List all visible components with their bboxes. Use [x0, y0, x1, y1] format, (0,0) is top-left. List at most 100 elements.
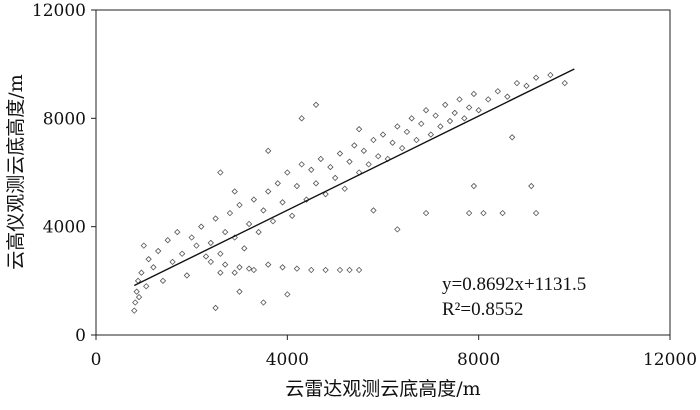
data-point	[403, 128, 411, 136]
data-point	[298, 115, 305, 122]
data-point	[217, 269, 224, 276]
data-point	[245, 220, 253, 228]
data-point	[394, 226, 401, 233]
data-point	[413, 136, 420, 144]
data-point	[212, 215, 219, 222]
data-point	[143, 283, 150, 290]
data-point	[561, 79, 568, 87]
data-point	[212, 304, 219, 312]
x-tick-label: 12000	[643, 350, 697, 370]
data-point	[133, 288, 140, 295]
data-point	[470, 90, 478, 98]
data-point	[131, 307, 138, 314]
data-point	[293, 265, 301, 272]
data-point	[217, 250, 224, 257]
data-point	[499, 209, 506, 217]
y-tick-label: 12000	[32, 1, 86, 21]
data-point	[461, 115, 468, 122]
data-point	[221, 261, 229, 268]
data-point	[532, 209, 540, 217]
data-point	[236, 201, 243, 209]
data-point	[241, 245, 248, 252]
data-point	[418, 120, 425, 127]
data-point	[188, 234, 195, 241]
data-point	[236, 264, 243, 271]
data-point	[389, 139, 396, 146]
data-point	[312, 101, 320, 108]
data-point	[442, 101, 449, 108]
data-point	[303, 196, 310, 203]
data-point	[279, 264, 286, 271]
data-point	[135, 293, 143, 301]
data-point	[293, 182, 301, 190]
data-point	[427, 131, 434, 138]
y-tick-label: 8000	[43, 109, 86, 129]
regression-equation: y=0.8692x+1131.5	[442, 274, 586, 295]
data-point	[355, 266, 363, 274]
data-point	[245, 265, 253, 272]
data-point	[360, 147, 368, 154]
data-point	[207, 258, 214, 266]
data-point	[465, 104, 473, 111]
data-point	[422, 209, 430, 217]
data-point	[255, 228, 262, 236]
data-point	[336, 150, 344, 157]
plot-frame	[95, 9, 671, 336]
y-axis-title: 云高仪观测云底高度/m	[5, 74, 27, 269]
data-point	[288, 212, 296, 219]
data-point	[183, 272, 191, 279]
r-squared: R²=0.8552	[442, 299, 523, 320]
data-point	[365, 161, 372, 168]
data-point	[355, 126, 363, 133]
data-point	[322, 191, 329, 198]
data-point	[202, 253, 210, 260]
data-point	[532, 74, 540, 81]
data-point	[432, 112, 439, 119]
data-point	[198, 223, 205, 230]
data-point	[269, 218, 277, 225]
data-point	[140, 242, 147, 249]
data-point	[456, 96, 463, 103]
data-point	[528, 182, 535, 190]
data-point	[336, 266, 344, 274]
data-point	[145, 256, 152, 263]
data-point	[398, 144, 406, 152]
y-tick-label: 4000	[43, 218, 86, 238]
data-point	[470, 182, 478, 190]
data-point	[250, 266, 258, 274]
data-point	[231, 269, 238, 276]
data-point	[379, 131, 387, 138]
data-point	[446, 117, 454, 125]
data-point	[132, 299, 139, 306]
data-point	[260, 207, 267, 214]
data-point	[408, 115, 415, 122]
data-point	[475, 107, 482, 114]
data-point	[351, 142, 358, 149]
data-point	[138, 269, 145, 276]
data-point	[159, 277, 167, 284]
data-point	[260, 299, 267, 306]
data-point	[150, 264, 157, 271]
data-point	[308, 266, 315, 274]
data-point	[523, 82, 530, 89]
data-point	[169, 258, 176, 266]
data-point	[480, 209, 487, 217]
data-point	[370, 207, 377, 214]
data-point	[485, 96, 492, 103]
x-axis-title: 云雷达观测云底高度/m	[285, 378, 480, 400]
data-point	[394, 123, 401, 130]
data-point	[322, 266, 329, 274]
x-tick-label: 8000	[457, 350, 500, 370]
data-point	[279, 199, 286, 206]
data-point	[231, 188, 238, 195]
data-point	[284, 291, 291, 298]
data-point	[422, 107, 430, 114]
x-tick-label: 4000	[266, 350, 309, 370]
y-tick-label: 0	[75, 326, 86, 346]
data-point	[327, 163, 334, 171]
data-point	[226, 209, 234, 217]
data-point	[274, 180, 281, 187]
data-point	[375, 153, 382, 160]
